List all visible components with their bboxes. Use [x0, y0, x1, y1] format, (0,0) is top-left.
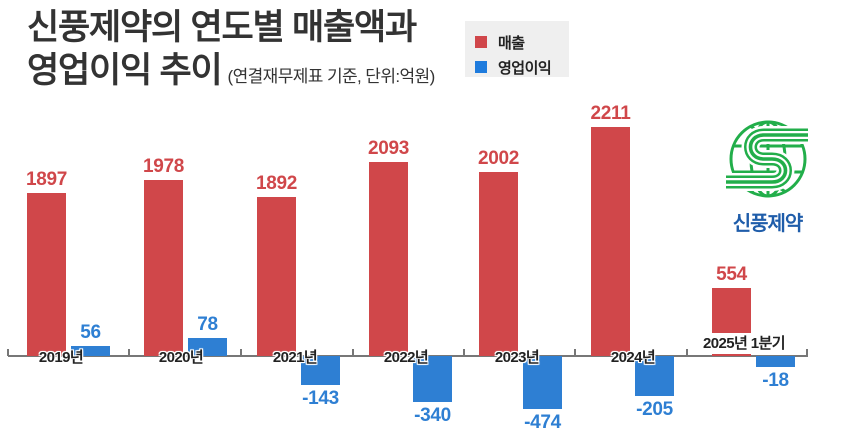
chart-title-line2-text: 영업이익 추이 — [27, 51, 223, 90]
operating-profit-value-label: -18 — [762, 370, 789, 391]
operating-profit-value-label: 56 — [80, 322, 101, 343]
sales-value-label: 2211 — [590, 103, 631, 124]
chart-subtitle: (연결재무제표 기준, 단위:억원) — [227, 67, 436, 86]
sales-bar — [27, 193, 66, 356]
x-axis-tick — [128, 349, 130, 356]
x-axis-tick — [574, 349, 576, 356]
x-axis-tick — [686, 349, 688, 356]
chart-title-line1: 신풍제약의 연도별 매출액과 — [27, 8, 417, 47]
x-axis-category-label: 2020년 — [121, 350, 241, 366]
x-axis-category-label: 2019년 — [1, 350, 121, 366]
x-axis-category-text: 2022년 — [383, 349, 429, 366]
x-axis-tick — [806, 349, 808, 356]
x-axis-category-label: 2025년 1분기 — [684, 333, 804, 354]
x-axis-line — [8, 355, 808, 357]
x-axis-tick — [240, 349, 242, 356]
x-axis-category-label: 2021년 — [235, 350, 355, 366]
operating-profit-value-label: -474 — [524, 412, 561, 433]
chart-title-line2: 영업이익 추이 (연결재무제표 기준, 단위:억원) — [27, 51, 435, 97]
sales-bar — [369, 162, 408, 356]
x-axis-category-label: 2022년 — [346, 350, 466, 366]
sales-value-label: 1897 — [25, 169, 68, 190]
x-axis-category-text: 2019년 — [38, 349, 84, 366]
operating-profit-value-label: -340 — [414, 405, 451, 426]
operating-profit-value-label: -143 — [302, 388, 339, 409]
legend-label-sales: 매출 — [498, 34, 525, 52]
legend-label-operating-profit: 영업이익 — [498, 59, 552, 77]
sales-bar — [591, 127, 630, 356]
operating-profit-bar — [188, 338, 227, 356]
operating-profit-value-label: 78 — [197, 314, 218, 335]
x-axis-category-text: 2020년 — [158, 349, 204, 366]
sales-bar — [144, 180, 183, 356]
operating-profit-bar — [301, 356, 340, 385]
x-axis-category-label: 2024년 — [573, 350, 693, 366]
legend-swatch-operating-profit — [475, 61, 487, 73]
x-axis-category-text: 2021년 — [272, 349, 318, 366]
x-axis-category-text: 2023년 — [494, 349, 540, 366]
company-logo: 신풍제약 — [720, 115, 815, 235]
sales-value-label: 1892 — [255, 173, 298, 194]
sales-value-label: 554 — [716, 264, 747, 285]
legend: 매출 영업이익 — [465, 21, 569, 77]
operating-profit-bar — [635, 356, 674, 396]
x-axis-tick — [352, 349, 354, 356]
operating-profit-bar — [71, 346, 110, 356]
sales-value-label: 1978 — [142, 156, 185, 177]
operating-profit-bar — [523, 356, 562, 409]
x-axis-category-text: 2025년 1분기 — [701, 333, 787, 354]
x-axis-tick — [7, 349, 9, 356]
operating-profit-bar — [413, 356, 452, 402]
legend-item-operating-profit: 영업이익 — [475, 58, 552, 77]
x-axis-category-label: 2023년 — [457, 350, 577, 366]
sales-value-label: 2093 — [367, 138, 410, 159]
x-axis-category-text: 2024년 — [610, 349, 656, 366]
sales-bar — [257, 197, 296, 356]
x-axis-tick — [463, 349, 465, 356]
operating-profit-bar — [756, 356, 795, 367]
operating-profit-value-label: -205 — [636, 399, 673, 420]
logo-text: 신풍제약 — [732, 213, 804, 235]
legend-swatch-sales — [475, 36, 487, 48]
sales-value-label: 2002 — [477, 148, 520, 169]
shinpoong-s-globe-icon — [726, 120, 808, 198]
sales-bar — [479, 172, 518, 356]
legend-item-sales: 매출 — [475, 33, 525, 52]
